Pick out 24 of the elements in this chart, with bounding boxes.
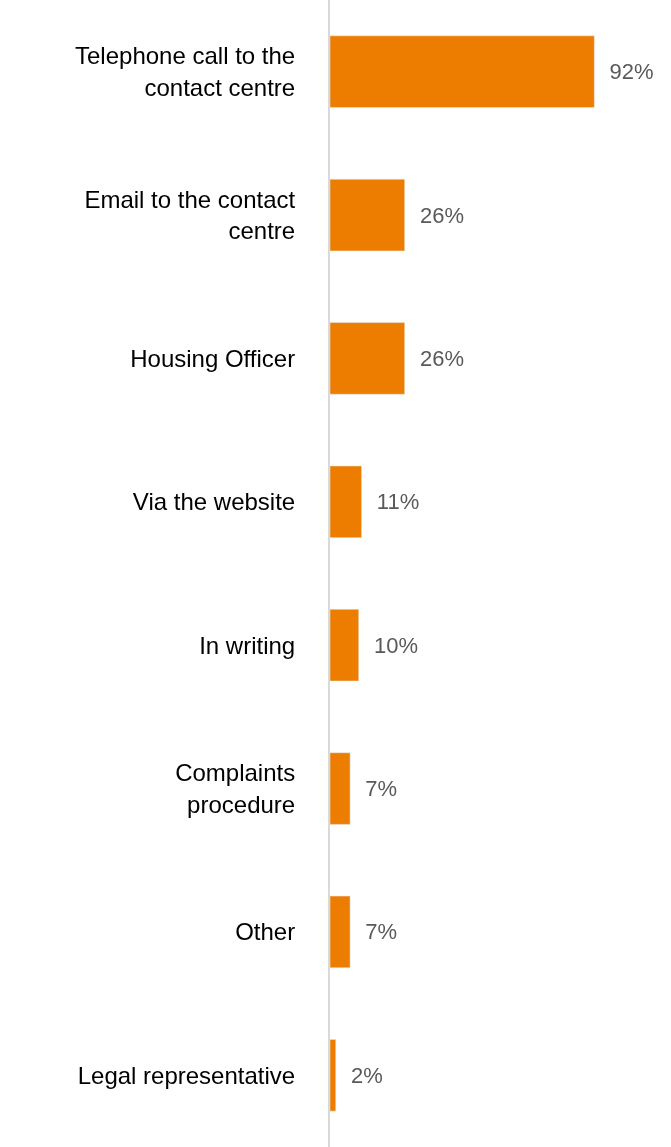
bar — [330, 35, 595, 108]
y-tick-label: Complaints procedure — [175, 759, 296, 818]
bar — [330, 322, 405, 395]
y-tick-label: Legal representative — [77, 1061, 296, 1089]
data-label: 11% — [364, 489, 420, 515]
y-tick-label: Via the website — [132, 488, 296, 516]
data-label: 2% — [338, 1062, 383, 1088]
y-tick-label: Other — [235, 918, 296, 946]
bar — [330, 178, 405, 252]
data-label: 26% — [407, 345, 464, 371]
y-tick-label: Email to the contact centre — [84, 185, 296, 245]
data-label: 7% — [353, 919, 398, 945]
data-label: 92% — [597, 59, 654, 85]
bar — [330, 465, 362, 538]
bar — [330, 752, 351, 825]
data-label: 7% — [353, 776, 398, 802]
y-tick-label: In writing — [199, 631, 296, 659]
bar — [330, 1039, 336, 1112]
bar — [330, 895, 351, 969]
y-tick-label: Housing Officer — [130, 344, 296, 372]
bar — [330, 609, 359, 682]
y-tick-label: Telephone call to the contact centre — [75, 42, 296, 101]
data-label: 10% — [361, 632, 418, 658]
data-label: 26% — [407, 202, 464, 228]
